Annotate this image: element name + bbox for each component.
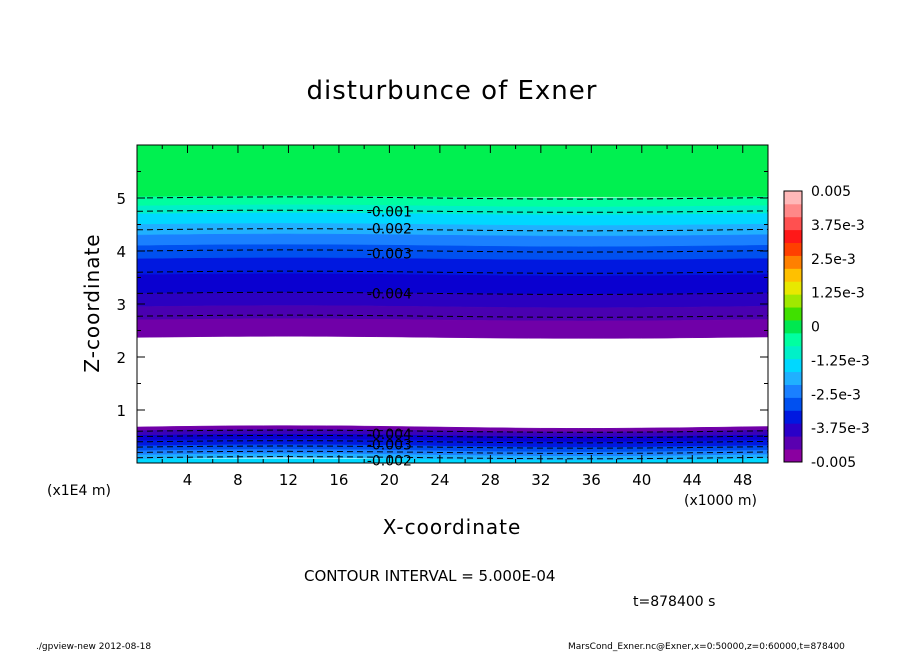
contour-band-upper-6 xyxy=(136,244,769,261)
colorbar-tick-label: 2.5e-3 xyxy=(811,252,856,268)
contour-band-upper-11 xyxy=(136,318,769,339)
contour-line-6 xyxy=(136,314,769,318)
x-axis-ticks: 4 8 12 16 20 24 28 32 36 40 44 48 xyxy=(161,145,752,489)
colorbar-swatch xyxy=(784,332,802,347)
y-tick-label: 3 xyxy=(116,296,126,314)
contour-band-upper-9 xyxy=(136,292,769,308)
y-tick-label: 1 xyxy=(116,402,126,420)
contour-line-3 xyxy=(136,440,769,444)
colorbar-tick-label: 0 xyxy=(811,320,820,336)
y-axis-unit: (x1E4 m) xyxy=(47,483,111,499)
colorbar-frame xyxy=(783,190,803,463)
chart-title: disturbunce of Exner xyxy=(306,76,598,106)
contour-label-4: -0.004 xyxy=(367,427,412,443)
contour-line-11 xyxy=(136,209,769,213)
colorbar-swatch xyxy=(784,345,802,360)
colorbar-swatch xyxy=(784,229,802,244)
contour-label-1: -0.002 xyxy=(367,222,412,238)
colorbar-tick-label: 0.005 xyxy=(811,184,851,200)
colorbar-swatch xyxy=(784,307,802,321)
y-tick-label: 2 xyxy=(116,349,126,367)
x-tick-label: 8 xyxy=(233,471,243,489)
x-tick-label: 4 xyxy=(183,471,193,489)
colorbar-tick-label: -2.5e-3 xyxy=(811,387,861,403)
x-tick-label: 48 xyxy=(733,471,752,489)
contour-line-8 xyxy=(136,270,769,274)
colorbar-swatch xyxy=(784,397,802,411)
contour-label-5: -0.003 xyxy=(367,437,412,453)
contour-line-9 xyxy=(136,249,769,253)
colorbar-swatch xyxy=(784,242,802,256)
colorbar-swatch xyxy=(784,358,802,373)
colorbar-tick-label: -0.005 xyxy=(811,455,856,471)
colorbar-swatch xyxy=(784,320,802,334)
colorbar-swatch xyxy=(784,449,802,463)
colorbar-swatch xyxy=(784,281,802,295)
y-tick-label: 4 xyxy=(116,243,126,261)
colorbar-swatch xyxy=(784,203,802,218)
x-axis-label: X-coordinate xyxy=(0,515,904,539)
colorbar-swatch xyxy=(784,436,802,450)
y-axis-label: Z-coordinate xyxy=(80,233,104,373)
x-axis-label-text: X-coordinate xyxy=(382,515,522,539)
contour-line-10 xyxy=(136,228,769,232)
x-axis-unit: (x1000 m) xyxy=(684,493,757,509)
contour-lines xyxy=(136,196,769,460)
colorbar-swatch xyxy=(784,371,802,385)
x-tick-label: 20 xyxy=(380,471,399,489)
colorbar: 0.005 3.75e-3 2.5e-3 1.25e-3 0 -1.25e-3 -2.5e-… xyxy=(783,184,870,471)
colorbar-swatch xyxy=(784,268,802,282)
colorbar-tick-label: -3.75e-3 xyxy=(811,421,870,437)
contour-line-5 xyxy=(136,429,769,433)
contour-band-upper-7 xyxy=(136,257,769,277)
contour-label-2: -0.003 xyxy=(367,247,412,263)
contour-interval-text: CONTOUR INTERVAL = 5.000E-04 xyxy=(304,567,556,585)
x-tick-label: 44 xyxy=(683,471,702,489)
colorbar-tick-label: 1.25e-3 xyxy=(811,286,865,302)
time-text: t=878400 s xyxy=(633,594,716,610)
footer-left-text: ./gpview-new 2012-08-18 xyxy=(36,642,152,652)
contour-label-3: -0.004 xyxy=(367,286,412,302)
colorbar-swatch xyxy=(784,255,802,269)
contour-line-1 xyxy=(136,450,769,454)
x-tick-label: 40 xyxy=(632,471,651,489)
contour-line-0 xyxy=(136,456,769,460)
colorbar-tick-label: 3.75e-3 xyxy=(811,218,865,234)
colorbar-swatch xyxy=(784,410,802,424)
colorbar-swatch xyxy=(784,216,802,231)
colorbar-swatch xyxy=(784,294,802,308)
contour-band-upper-8 xyxy=(136,273,769,295)
contour-band-upper-0 xyxy=(136,144,769,198)
colorbar-swatch xyxy=(784,191,802,205)
plot-bands xyxy=(136,144,769,464)
contour-labels: -0.001-0.002-0.003-0.004-0.004-0.003-0.0… xyxy=(367,204,412,469)
colorbar-tick-label: -1.25e-3 xyxy=(811,353,870,369)
x-tick-label: 32 xyxy=(531,471,550,489)
contour-line-7 xyxy=(136,291,769,295)
x-tick-label: 36 xyxy=(582,471,601,489)
colorbar-swatch xyxy=(784,423,802,437)
footer-right-text: MarsCond_Exner.nc@Exner,x=0:50000,z=0:60… xyxy=(568,642,845,652)
contour-line-12 xyxy=(136,196,769,200)
x-tick-label: 16 xyxy=(329,471,348,489)
colorbar-swatch xyxy=(784,384,802,398)
contour-label-0: -0.001 xyxy=(367,204,412,220)
x-tick-label: 12 xyxy=(279,471,298,489)
y-tick-label: 5 xyxy=(116,190,126,208)
contour-line-4 xyxy=(136,434,769,439)
x-tick-label: 28 xyxy=(481,471,500,489)
contour-band-upper-10 xyxy=(136,305,769,322)
contour-line-2 xyxy=(136,445,769,449)
x-tick-label: 24 xyxy=(430,471,449,489)
y-axis-ticks: 1 2 3 4 5 xyxy=(116,171,768,437)
